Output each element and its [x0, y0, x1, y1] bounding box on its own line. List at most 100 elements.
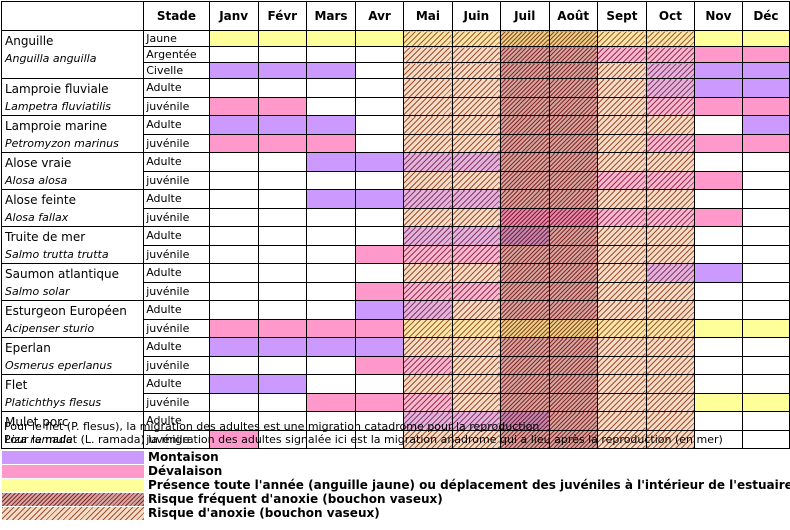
month-cell [451, 244, 501, 264]
month-cell [451, 115, 501, 135]
month-cell [741, 318, 790, 338]
species-row: Mulet porc Liza ramada Adulte [0, 411, 790, 449]
month-cell [208, 78, 259, 98]
month-cell [305, 207, 357, 227]
month-header: Févr [257, 1, 307, 31]
month-cell [305, 244, 357, 264]
legend-swatch-presence [2, 479, 144, 492]
month-cell [451, 411, 501, 431]
species-name: Eperlan [5, 341, 51, 355]
month-cell [305, 189, 357, 209]
stage-cell: juvénile [143, 133, 210, 153]
month-cell [741, 244, 790, 264]
species-latin-name: Anguilla anguilla [5, 52, 97, 65]
month-cell [355, 226, 404, 246]
month-cell [208, 62, 259, 79]
month-cell [499, 152, 550, 172]
species-name: Truite de mer [5, 230, 86, 244]
stage-cell: juvénile [143, 170, 210, 190]
month-cell [257, 152, 307, 172]
month-cell [499, 226, 550, 246]
month-cell [402, 281, 453, 301]
month-cell [741, 189, 790, 209]
month-cell [355, 374, 404, 394]
species-row: juvénile [2, 318, 790, 338]
month-cell [451, 355, 501, 375]
month-cell [257, 281, 307, 301]
month-cell [402, 152, 453, 172]
month-cell [693, 244, 743, 264]
month-cell [499, 281, 550, 301]
month-cell [646, 244, 695, 264]
month-cell [451, 78, 501, 98]
month-cell [451, 189, 501, 209]
species-row: Eperlan Osmerus eperlanus Adulte [0, 337, 790, 375]
stage-cell: Argentée [143, 46, 210, 63]
footnotes: Pour le flet (P. flesus), la migration d… [4, 420, 723, 446]
month-cell [693, 30, 743, 47]
month-cell [257, 30, 307, 47]
species-latin-name: Alosa alosa [5, 174, 68, 187]
month-cell [646, 207, 695, 227]
month-cell [402, 78, 453, 98]
month-cell [596, 30, 648, 47]
month-cell [646, 170, 695, 190]
month-cell [257, 170, 307, 190]
month-cell [451, 133, 501, 153]
month-cell [257, 189, 307, 209]
month-cell [499, 318, 550, 338]
species-row: juvénile [2, 281, 790, 301]
month-cell [305, 318, 357, 338]
stage-cell: Adulte [143, 226, 210, 246]
month-cell [596, 96, 648, 116]
species-rows: Anguille Anguilla anguilla Jaune Argentée Ci… [0, 30, 790, 449]
month-cell [596, 170, 648, 190]
species-name: Esturgeon Européen [5, 304, 127, 318]
month-cell [305, 78, 357, 98]
species-latin-name: Acipenser sturio [5, 322, 95, 335]
legend-swatch-risque [2, 507, 144, 520]
month-cell [596, 318, 648, 338]
month-cell [741, 392, 790, 412]
month-cell [257, 78, 307, 98]
month-cell [355, 244, 404, 264]
month-header: Juin [451, 1, 501, 31]
month-cell [305, 226, 357, 246]
month-cell [693, 78, 743, 98]
species-row: juvénile [2, 170, 790, 190]
month-cell [693, 281, 743, 301]
month-cell [693, 318, 743, 338]
month-cell [646, 115, 695, 135]
month-cell [208, 337, 259, 357]
month-cell [646, 281, 695, 301]
month-cell [499, 263, 550, 283]
month-cell [499, 337, 550, 357]
month-cell [208, 207, 259, 227]
month-cell [646, 78, 695, 98]
stage-cell: juvénile [143, 429, 210, 449]
month-cell [451, 318, 501, 338]
migration-table: Stade Janv Févr Mars Avr Mai Juin Juil A… [0, 1, 790, 449]
month-cell [402, 318, 453, 338]
month-cell [646, 189, 695, 209]
month-cell [741, 281, 790, 301]
month-cell [499, 207, 550, 227]
month-cell [693, 392, 743, 412]
species-row: Civelle [2, 62, 790, 79]
legend-item-montaison: Montaison [2, 451, 790, 464]
month-cell [257, 337, 307, 357]
month-cell [451, 30, 501, 47]
month-cell [402, 207, 453, 227]
month-cell [646, 62, 695, 79]
species-row: juvénile [2, 244, 790, 264]
month-header: Nov [693, 1, 743, 31]
month-cell [596, 281, 648, 301]
month-cell [741, 78, 790, 98]
species-latin-name: Alosa fallax [5, 211, 69, 224]
month-cell [402, 355, 453, 375]
month-cell [741, 207, 790, 227]
month-header: Janv [208, 1, 259, 31]
month-cell [741, 170, 790, 190]
month-cell [355, 337, 404, 357]
species-row: Lamproie fluviale Lampetra fluviatilis Adu… [0, 78, 790, 116]
